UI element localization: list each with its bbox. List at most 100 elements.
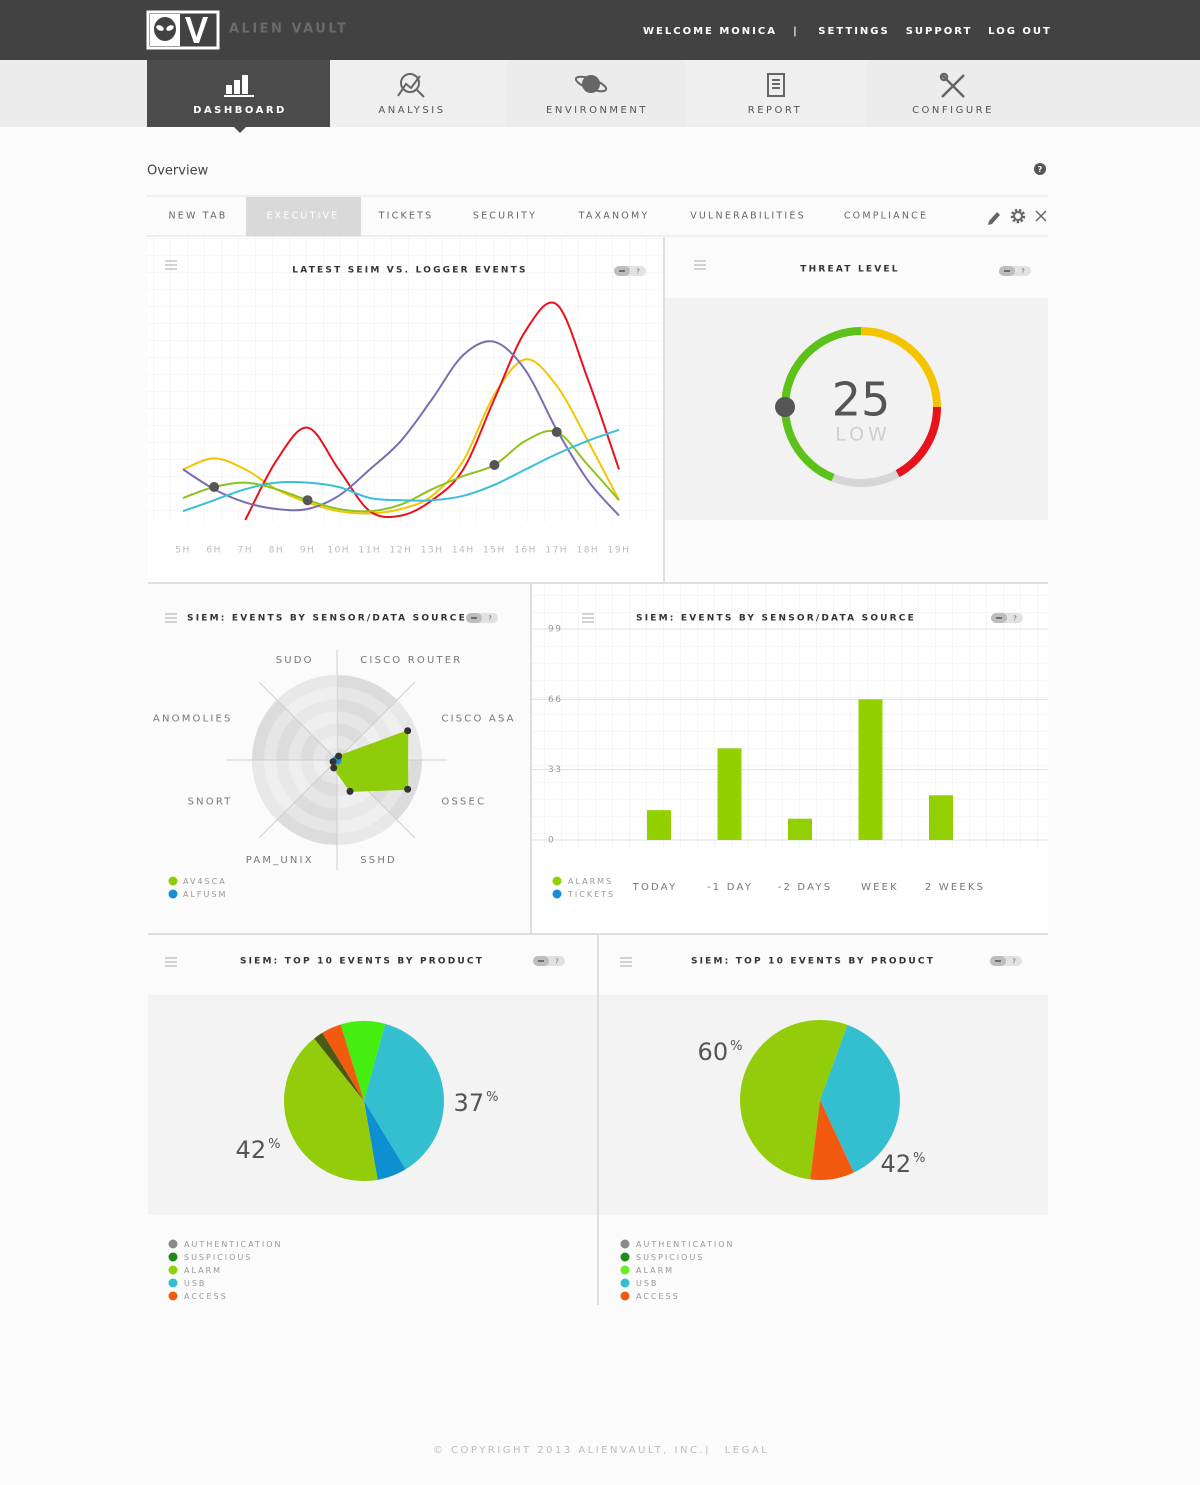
widget-help: ?	[488, 615, 492, 623]
x-tick-label: 5H	[175, 546, 191, 556]
legend-label: AUTHENTICATION	[636, 1240, 734, 1249]
y-tick-label: 0	[548, 836, 555, 846]
y-tick-label: 99	[548, 625, 562, 635]
configure-icon	[939, 72, 965, 98]
tab[interactable]: COMPLIANCE	[844, 211, 928, 222]
separator: |	[705, 1445, 711, 1456]
copyright: © COPYRIGHT 2013 ALIENVAULT, INC.	[433, 1445, 705, 1456]
help-icon[interactable]	[1034, 163, 1046, 175]
x-tick-label: 16H	[514, 546, 537, 556]
radar-point	[335, 752, 343, 760]
x-tick-label: 9H	[300, 546, 316, 556]
radar-point	[404, 727, 412, 735]
welcome: WELCOME MONICA	[643, 26, 777, 37]
x-tick-label: 2 WEEKS	[925, 882, 985, 893]
tab-active[interactable]	[246, 197, 361, 236]
legend-swatch	[168, 1291, 178, 1301]
legend-swatch	[168, 889, 178, 899]
nav-item[interactable]: ANALYSIS	[378, 105, 445, 116]
y-tick-label: 33	[548, 765, 562, 775]
tab[interactable]: TAXANOMY	[578, 211, 650, 222]
x-tick-label: 8H	[269, 546, 285, 556]
bar	[647, 810, 671, 840]
legend-swatch	[620, 1252, 630, 1262]
pie-slice	[322, 1024, 364, 1101]
close-icon[interactable]	[1035, 210, 1047, 222]
pie-slice	[364, 1023, 445, 1170]
gauge-segment	[860, 327, 941, 408]
tab[interactable]: SECURITY	[473, 211, 537, 222]
x-tick-label: 6H	[206, 546, 222, 556]
radar-spoke	[336, 681, 416, 761]
pie-label-value: 60	[698, 1038, 729, 1066]
panel-grid	[148, 237, 663, 522]
legend-swatch	[620, 1291, 630, 1301]
pie-label: 37%	[454, 1089, 499, 1117]
edit-icon[interactable]	[988, 212, 1000, 225]
tab[interactable]: VULNERABILITIES	[690, 211, 806, 222]
widget-title: SIEM: EVENTS BY SENSOR/DATA SOURCE	[636, 614, 916, 624]
nav-item[interactable]: REPORT	[748, 105, 803, 116]
radar-axis-label: SUDO	[276, 655, 314, 666]
legend-label: SUSPICIOUS	[184, 1253, 252, 1262]
legend-label: TICKETS	[567, 890, 615, 899]
widget-help: ?	[636, 268, 640, 276]
legend-swatch	[552, 889, 562, 899]
series-line	[182, 340, 620, 517]
x-tick-label: 7H	[238, 546, 254, 556]
legal-link[interactable]: LEGAL	[725, 1445, 770, 1456]
bar	[717, 748, 742, 840]
bar	[788, 818, 812, 840]
radar-point	[346, 787, 354, 795]
legend-label: ALARM	[184, 1266, 222, 1275]
widget-help: ?	[555, 958, 559, 966]
tab[interactable]: TICKETS	[378, 211, 434, 222]
widget-help: ?	[1012, 958, 1016, 966]
radar-axis-label: ANOMOLIES	[153, 714, 233, 725]
logo[interactable]	[146, 10, 220, 50]
pie-slice	[314, 1032, 364, 1101]
widget-help: ?	[1021, 268, 1025, 276]
bar	[858, 699, 883, 840]
nav-item[interactable]: ENVIRONMENT	[546, 105, 648, 116]
x-tick-label: -2 DAYS	[778, 882, 833, 893]
radar-axis-label: PAM_UNIX	[246, 855, 314, 866]
pie-label: 60%	[698, 1038, 743, 1066]
widget-title: THREAT LEVEL	[800, 265, 899, 275]
pie-slice	[340, 1021, 386, 1101]
tab[interactable]: EXECUTIVE	[266, 211, 339, 222]
widget-help: ?	[1013, 615, 1017, 623]
legend-swatch	[168, 1265, 178, 1275]
tab[interactable]: NEW TAB	[168, 211, 227, 222]
legend-label: USB	[184, 1279, 206, 1288]
legend-label: USB	[636, 1279, 658, 1288]
pie-label-value: 42	[236, 1136, 267, 1164]
series-line	[182, 358, 620, 515]
pie-label: 42%	[881, 1150, 926, 1178]
nav-item[interactable]: CONFIGURE	[912, 105, 994, 116]
legend-swatch	[168, 1252, 178, 1262]
radar-axis-label: CISCO ROUTER	[360, 655, 462, 666]
legend-label: ACCESS	[636, 1292, 680, 1301]
radar-axis-label: SSHD	[360, 855, 397, 866]
y-tick-label: 66	[548, 695, 562, 705]
radar-sector	[276, 675, 337, 760]
radar-axis-label: SNORT	[188, 796, 233, 807]
brand: ALIEN VAULT	[229, 22, 348, 37]
support-link[interactable]: SUPPORT	[906, 26, 973, 37]
bar	[929, 795, 953, 840]
pie-slice	[810, 1100, 854, 1180]
nav-item[interactable]: DASHBOARD	[193, 105, 287, 116]
widget-title: SIEM: EVENTS BY SENSOR/DATA SOURCE	[187, 614, 467, 624]
gear-icon[interactable]	[1010, 208, 1026, 224]
report-icon	[767, 73, 785, 97]
radar-point	[330, 764, 338, 772]
logout-link[interactable]: LOG OUT	[988, 26, 1052, 37]
pie-label-value: 37	[454, 1089, 485, 1117]
widget-title: LATEST SEIM VS. LOGGER EVENTS	[292, 266, 527, 276]
settings-link[interactable]: SETTINGS	[818, 26, 889, 37]
overview-title: Overview	[147, 164, 209, 179]
legend-swatch	[552, 876, 562, 886]
separator: |	[793, 26, 799, 37]
panel-borders	[148, 237, 1048, 1305]
